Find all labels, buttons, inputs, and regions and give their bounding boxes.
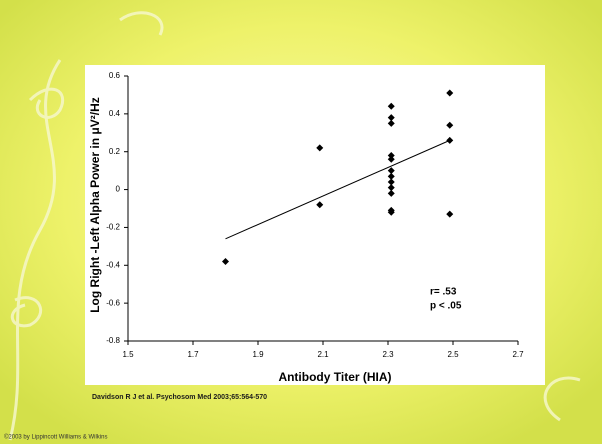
- annotation: r= .53: [430, 287, 457, 298]
- point: [446, 121, 454, 129]
- point: [387, 178, 395, 186]
- y-tick-label: -0.2: [106, 223, 120, 232]
- point: [387, 172, 395, 180]
- y-tick-label: 0: [116, 185, 121, 194]
- point: [387, 102, 395, 110]
- x-tick-label: 2.1: [317, 350, 329, 359]
- point: [387, 114, 395, 122]
- x-tick-label: 2.7: [512, 350, 524, 359]
- y-tick-label: -0.4: [106, 260, 120, 269]
- x-tick-label: 1.7: [187, 350, 199, 359]
- x-tick-label: 2.3: [382, 350, 394, 359]
- point: [387, 167, 395, 175]
- trendline: [225, 139, 450, 240]
- point: [446, 210, 454, 218]
- point: [387, 155, 395, 163]
- point: [446, 89, 454, 97]
- point: [316, 201, 324, 209]
- x-tick-label: 1.9: [252, 350, 264, 359]
- point: [387, 189, 395, 197]
- point: [222, 258, 229, 265]
- chart-area: [85, 65, 545, 385]
- chart: Antibody Titer (HIA) Log Right -Left Alp…: [88, 71, 524, 384]
- point: [387, 208, 395, 216]
- point: [316, 144, 324, 152]
- x-tick-label: 2.5: [447, 350, 459, 359]
- floral-decoration: [8, 11, 581, 441]
- y-tick-label: 0.4: [109, 109, 121, 118]
- point: [387, 152, 395, 159]
- x-axis-label: Antibody Titer (HIA): [278, 370, 391, 384]
- y-tick-label: 0.6: [109, 71, 121, 80]
- y-tick-label: 0.2: [109, 147, 121, 156]
- annotation: p < .05: [430, 301, 462, 312]
- footer: ©2003 by Lippincott Williams & Wilkins: [4, 434, 107, 441]
- point: [387, 184, 395, 192]
- y-tick-label: -0.6: [106, 298, 120, 307]
- citation: Davidson R J et al. Psychosom Med 2003;6…: [92, 394, 267, 401]
- y-tick-label: -0.8: [106, 336, 120, 345]
- x-tick-label: 1.5: [122, 350, 134, 359]
- point: [387, 119, 395, 127]
- y-axis-label: Log Right -Left Alpha Power in μV²/Hz: [88, 97, 102, 313]
- point: [446, 136, 454, 144]
